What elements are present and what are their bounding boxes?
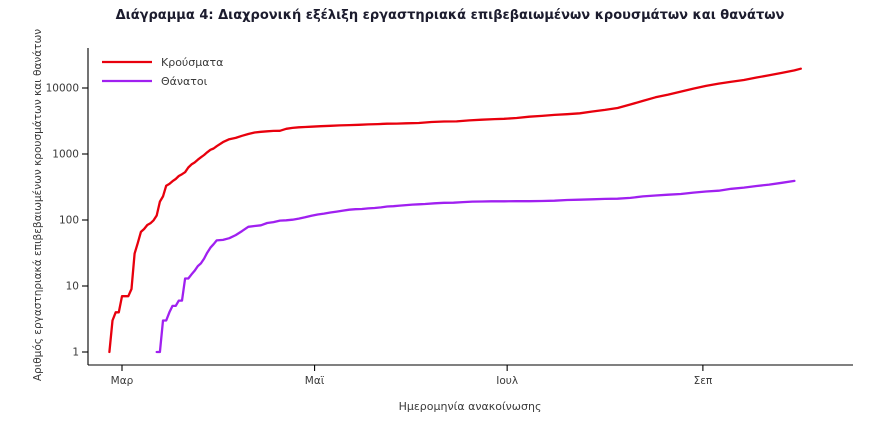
y-tick-label: 1000 xyxy=(52,149,79,161)
x-tick-label: Μαρ xyxy=(111,375,134,387)
legend-label-cases: Κρούσματα xyxy=(161,56,223,69)
legend-label-deaths: Θάνατοι xyxy=(161,75,208,88)
series-line-cases xyxy=(108,67,802,354)
y-tick-label: 10 xyxy=(66,281,79,293)
x-tick-label: Σεπ xyxy=(694,375,713,387)
y-axis-ticks: 1 10 100 1000 10000 xyxy=(46,83,88,359)
y-tick-label: 100 xyxy=(59,215,79,227)
axes xyxy=(87,48,853,366)
x-axis-ticks: Μαρ Μαϊ Ιουλ Σεπ xyxy=(111,365,713,387)
series-line-deaths xyxy=(155,179,796,354)
x-axis-title: Ημερομηνία ανακοίνωσης xyxy=(398,400,542,413)
y-tick-label: 1 xyxy=(72,347,79,359)
y-tick-label: 10000 xyxy=(46,83,79,95)
chart-title: Διάγραμμα 4: Διαχρονική εξέλιξη εργαστηρ… xyxy=(115,8,785,23)
x-tick-label: Ιουλ xyxy=(496,375,518,387)
legend: Κρούσματα Θάνατοι xyxy=(102,56,223,88)
x-tick-label: Μαϊ xyxy=(305,375,325,387)
